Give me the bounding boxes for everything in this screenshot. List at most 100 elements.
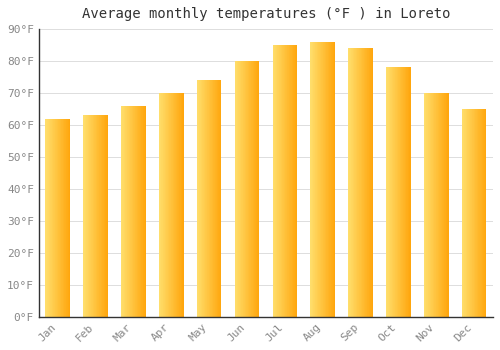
Bar [352, 48, 353, 317]
Bar [369, 48, 370, 317]
Bar [442, 93, 443, 317]
Bar [90, 116, 92, 317]
Bar [462, 109, 463, 317]
Bar [316, 42, 317, 317]
Bar [288, 45, 289, 317]
Bar [327, 42, 328, 317]
Bar [386, 68, 388, 317]
Bar [214, 80, 216, 317]
Bar [175, 93, 176, 317]
Bar [209, 80, 210, 317]
Bar [134, 106, 136, 317]
Bar [274, 45, 275, 317]
Bar [257, 61, 258, 317]
Bar [62, 119, 64, 317]
Bar [102, 116, 103, 317]
Bar [98, 116, 100, 317]
Bar [278, 45, 280, 317]
Bar [121, 106, 122, 317]
Bar [425, 93, 426, 317]
Bar [293, 45, 294, 317]
Bar [170, 93, 172, 317]
Bar [313, 42, 314, 317]
Bar [393, 68, 394, 317]
Bar [427, 93, 428, 317]
Bar [391, 68, 392, 317]
Bar [468, 109, 469, 317]
Bar [208, 80, 209, 317]
Bar [275, 45, 276, 317]
Bar [296, 45, 297, 317]
Bar [466, 109, 468, 317]
Bar [436, 93, 437, 317]
Bar [180, 93, 181, 317]
Bar [445, 93, 446, 317]
Bar [282, 45, 283, 317]
Bar [206, 80, 208, 317]
Bar [361, 48, 362, 317]
Bar [46, 119, 48, 317]
Bar [100, 116, 101, 317]
Bar [168, 93, 169, 317]
Bar [142, 106, 144, 317]
Bar [311, 42, 312, 317]
Bar [97, 116, 98, 317]
Bar [469, 109, 470, 317]
Bar [202, 80, 203, 317]
Bar [54, 119, 56, 317]
Bar [49, 119, 50, 317]
Bar [56, 119, 57, 317]
Bar [60, 119, 61, 317]
Bar [95, 116, 96, 317]
Bar [276, 45, 277, 317]
Bar [285, 45, 286, 317]
Bar [139, 106, 140, 317]
Bar [355, 48, 356, 317]
Bar [426, 93, 427, 317]
Bar [284, 45, 285, 317]
Bar [256, 61, 257, 317]
Bar [472, 109, 473, 317]
Bar [136, 106, 137, 317]
Bar [137, 106, 138, 317]
Bar [241, 61, 242, 317]
Bar [318, 42, 319, 317]
Bar [177, 93, 178, 317]
Bar [363, 48, 364, 317]
Bar [51, 119, 52, 317]
Bar [406, 68, 407, 317]
Bar [433, 93, 434, 317]
Bar [463, 109, 464, 317]
Bar [87, 116, 88, 317]
Bar [485, 109, 486, 317]
Bar [183, 93, 184, 317]
Bar [159, 93, 160, 317]
Bar [88, 116, 89, 317]
Bar [247, 61, 248, 317]
Bar [85, 116, 86, 317]
Bar [481, 109, 482, 317]
Bar [314, 42, 316, 317]
Bar [329, 42, 330, 317]
Title: Average monthly temperatures (°F ) in Loreto: Average monthly temperatures (°F ) in Lo… [82, 7, 450, 21]
Bar [479, 109, 480, 317]
Bar [198, 80, 200, 317]
Bar [211, 80, 212, 317]
Bar [471, 109, 472, 317]
Bar [242, 61, 244, 317]
Bar [365, 48, 366, 317]
Bar [408, 68, 409, 317]
Bar [286, 45, 288, 317]
Bar [138, 106, 139, 317]
Bar [174, 93, 175, 317]
Bar [93, 116, 94, 317]
Bar [133, 106, 134, 317]
Bar [58, 119, 59, 317]
Bar [399, 68, 400, 317]
Bar [476, 109, 477, 317]
Bar [205, 80, 206, 317]
Bar [61, 119, 62, 317]
Bar [201, 80, 202, 317]
Bar [162, 93, 164, 317]
Bar [320, 42, 321, 317]
